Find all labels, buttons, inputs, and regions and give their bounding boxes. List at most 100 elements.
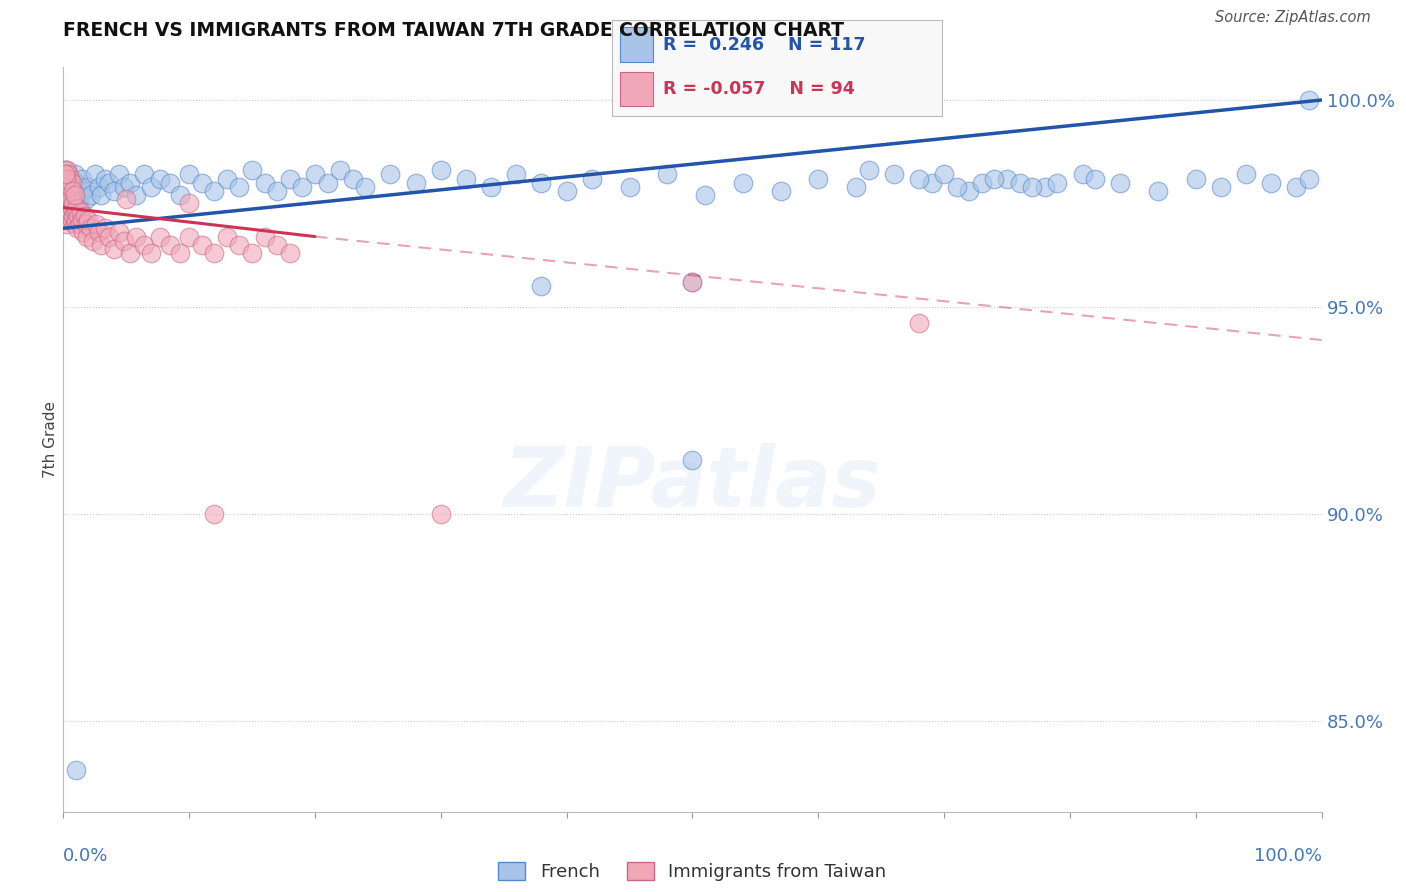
Point <box>159 237 181 252</box>
Point <box>530 176 553 190</box>
Point <box>62 180 84 194</box>
FancyBboxPatch shape <box>620 71 652 106</box>
Point <box>87 180 110 194</box>
Point <box>59 180 82 194</box>
Text: ZIPatlas: ZIPatlas <box>503 443 882 524</box>
Point <box>1021 180 1043 194</box>
Point <box>63 188 86 202</box>
Point <box>75 217 97 231</box>
Point <box>125 188 148 202</box>
Point <box>769 184 792 198</box>
Point <box>103 242 125 256</box>
Point <box>63 168 86 182</box>
Point <box>58 196 80 211</box>
Point <box>82 234 104 248</box>
Point <box>112 180 135 194</box>
Point <box>56 163 79 178</box>
Point <box>807 171 830 186</box>
Text: 100.0%: 100.0% <box>1254 847 1322 864</box>
Point <box>240 163 263 178</box>
Point <box>682 275 704 289</box>
Point <box>56 168 79 182</box>
Point <box>80 188 103 202</box>
Point <box>56 192 79 206</box>
Point <box>1260 176 1282 190</box>
Point <box>62 196 84 211</box>
Point <box>430 163 453 178</box>
Point <box>1185 171 1208 186</box>
Point <box>56 217 79 231</box>
Point <box>945 180 967 194</box>
Point <box>107 226 129 240</box>
Point <box>125 229 148 244</box>
Point <box>1109 176 1132 190</box>
Point <box>983 171 1005 186</box>
Y-axis label: 7th Grade: 7th Grade <box>42 401 58 478</box>
Point <box>58 168 80 182</box>
Point <box>190 237 212 252</box>
Point <box>58 196 80 211</box>
Point <box>555 184 578 198</box>
Point <box>90 237 112 252</box>
Point <box>63 204 86 219</box>
Point <box>62 209 84 223</box>
Point <box>202 507 225 521</box>
Point <box>202 184 225 198</box>
Point <box>56 180 79 194</box>
Text: 0.0%: 0.0% <box>63 847 108 864</box>
Point <box>1209 180 1232 194</box>
Point <box>179 229 201 244</box>
Point <box>266 184 288 198</box>
Point <box>84 217 107 231</box>
Point <box>405 176 427 190</box>
Point <box>70 213 93 227</box>
Point <box>1084 171 1107 186</box>
Point <box>59 201 82 215</box>
Point <box>1147 184 1170 198</box>
Point <box>59 204 82 219</box>
Point <box>179 168 201 182</box>
Point <box>118 246 141 260</box>
Point <box>77 180 100 194</box>
Point <box>304 168 326 182</box>
Point <box>970 176 993 190</box>
Point <box>215 229 238 244</box>
Text: FRENCH VS IMMIGRANTS FROM TAIWAN 7TH GRADE CORRELATION CHART: FRENCH VS IMMIGRANTS FROM TAIWAN 7TH GRA… <box>63 21 844 39</box>
Point <box>76 229 98 244</box>
Point <box>55 176 77 190</box>
Point <box>67 209 90 223</box>
Point <box>115 192 138 206</box>
Point <box>55 184 77 198</box>
Point <box>316 176 339 190</box>
Point <box>58 201 80 215</box>
Point <box>202 246 225 260</box>
Point <box>94 171 117 186</box>
Point <box>291 180 314 194</box>
Point <box>65 764 87 778</box>
Point <box>657 168 679 182</box>
Point <box>858 163 880 178</box>
Point <box>56 188 79 202</box>
Point <box>179 196 201 211</box>
Text: R =  0.246    N = 117: R = 0.246 N = 117 <box>662 36 865 54</box>
Point <box>908 171 931 186</box>
Point <box>908 317 931 331</box>
Point <box>103 184 125 198</box>
Point <box>53 168 76 182</box>
Point <box>682 453 704 467</box>
Point <box>55 209 77 223</box>
Point <box>132 168 155 182</box>
Point <box>228 237 250 252</box>
Point <box>266 237 288 252</box>
Point <box>107 168 129 182</box>
Point <box>69 180 91 194</box>
Point <box>55 171 77 186</box>
Point <box>278 246 301 260</box>
Point <box>58 171 80 186</box>
Point <box>70 171 93 186</box>
Point <box>731 176 754 190</box>
Point <box>55 201 77 215</box>
Point <box>90 188 112 202</box>
Point <box>253 229 276 244</box>
Point <box>1008 176 1031 190</box>
